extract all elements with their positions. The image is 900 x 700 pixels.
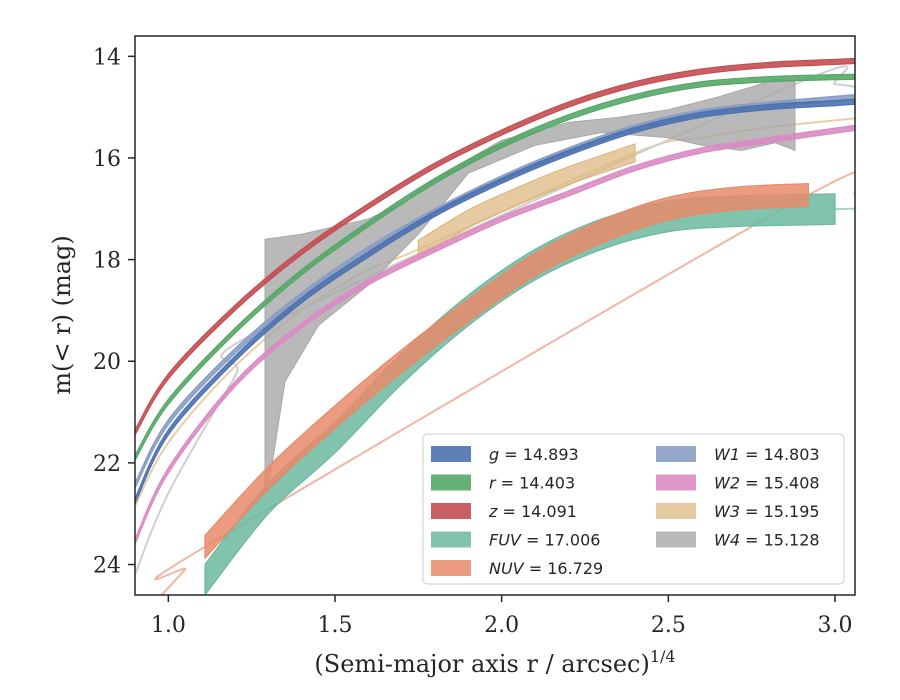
legend-swatch-w3: [656, 503, 696, 519]
legend: g = 14.893 r = 14.403 z = 14.091 FUV = 17.0…: [422, 433, 845, 585]
y-axis-label: m(< r) (mag): [48, 235, 76, 394]
legend-label-nuv: NUV = 16.729: [489, 559, 603, 578]
y-tick-label: 18: [93, 249, 121, 274]
series-band-w2: [135, 124, 855, 545]
legend-label-r: r = 14.403: [489, 474, 575, 493]
series-band-nuv: [204, 182, 809, 560]
legend-box: [422, 433, 845, 585]
legend-label-w4: W4 = 15.128: [714, 531, 820, 550]
legend-swatch-z: [431, 503, 471, 519]
y-tick-label: 24: [93, 554, 121, 579]
series-band-r: [135, 73, 855, 462]
y-tick-label: 20: [93, 350, 121, 375]
series-band-z: [135, 57, 855, 437]
legend-label-fuv: FUV = 17.006: [489, 531, 600, 550]
legend-label-w3: W3 = 15.195: [714, 502, 820, 521]
legend-swatch-w4: [656, 531, 696, 548]
legend-swatch-w2: [656, 474, 696, 491]
y-tick-label: 14: [93, 45, 121, 70]
series-band-w3: [417, 143, 636, 260]
legend-swatch-nuv: [431, 560, 471, 576]
plot-area: [135, 57, 855, 595]
x-tick-label: 2.0: [484, 613, 519, 638]
x-axis-label: (Semi-major axis r / arcsec)1/4: [314, 647, 675, 678]
legend-label-g: g = 14.893: [489, 445, 579, 464]
legend-swatch-fuv: [431, 531, 471, 548]
model-line-nuv-model: [153, 171, 855, 595]
legend-swatch-r: [431, 474, 471, 491]
legend-label-w2: W2 = 15.408: [714, 474, 820, 493]
axis-ticks: 1.0 1.5 2.0 2.5 3.0 14 16 18 20 22 24: [93, 45, 853, 638]
legend-swatch-g: [431, 446, 471, 462]
y-tick-label: 22: [93, 452, 121, 477]
y-tick-label: 16: [93, 147, 121, 172]
axes-frame: [134, 35, 856, 596]
legend-label-w1: W1 = 14.803: [714, 445, 820, 464]
x-tick-label: 1.0: [151, 613, 186, 638]
x-tick-label: 2.5: [651, 613, 686, 638]
legend-label-z: z = 14.091: [488, 502, 577, 521]
x-tick-label: 3.0: [818, 613, 853, 638]
series-band-g: [135, 98, 855, 504]
x-tick-label: 1.5: [318, 613, 353, 638]
legend-swatch-w1: [656, 446, 696, 462]
